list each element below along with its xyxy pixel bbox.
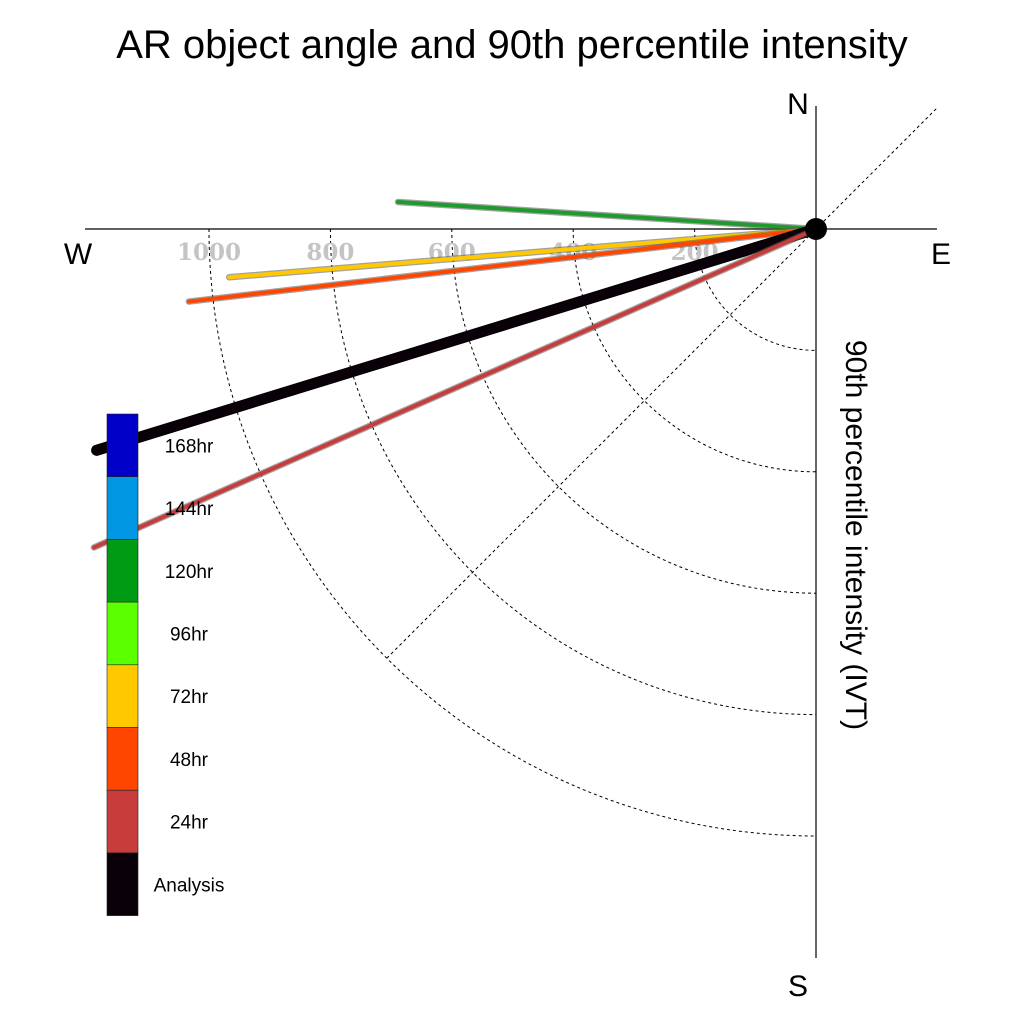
grid-arc <box>451 228 817 594</box>
radial-tick-label: 800 <box>306 239 354 266</box>
grid-arc <box>572 228 817 473</box>
series-vector <box>227 227 818 280</box>
legend-swatch <box>106 601 139 666</box>
grid-arc <box>694 228 817 351</box>
legend-label: 48hr <box>170 750 209 771</box>
series-vector <box>396 199 818 231</box>
legend-swatch <box>106 413 139 478</box>
compass-east-label: E <box>931 238 951 271</box>
legend-swatch <box>106 476 139 540</box>
legend-label: 168hr <box>165 436 214 457</box>
origin-marker <box>805 218 827 240</box>
chart-title: AR object angle and 90th percentile inte… <box>116 23 908 67</box>
series-vectors <box>90 198 822 551</box>
series-vector <box>92 224 821 455</box>
polar-grid <box>208 107 938 837</box>
grid-diagonal <box>386 107 938 659</box>
legend-label: 144hr <box>165 499 214 520</box>
legend-label: 120hr <box>165 562 214 583</box>
compass-west-label: W <box>64 238 93 271</box>
grid-arc <box>329 228 817 716</box>
legend-swatch <box>106 664 139 728</box>
radial-tick-label: 1000 <box>177 239 241 266</box>
y-axis-label: 90th percentile intensity (IVT) <box>839 340 872 730</box>
legend-swatch <box>106 727 139 791</box>
legend-swatch <box>106 539 139 603</box>
legend: 168hr 144hr 120hr 96hr 72hr 48hr 24hr Analysis <box>106 413 225 916</box>
legend-label: 24hr <box>170 813 209 834</box>
series-vector <box>92 227 818 550</box>
legend-swatch <box>106 789 139 854</box>
legend-label: Analysis <box>154 875 225 896</box>
series-vector <box>186 227 818 304</box>
compass-north-label: N <box>787 88 809 121</box>
legend-swatch <box>106 852 139 916</box>
compass-south-label: S <box>788 970 808 1003</box>
legend-label: 96hr <box>170 624 209 645</box>
legend-label: 72hr <box>170 687 209 708</box>
